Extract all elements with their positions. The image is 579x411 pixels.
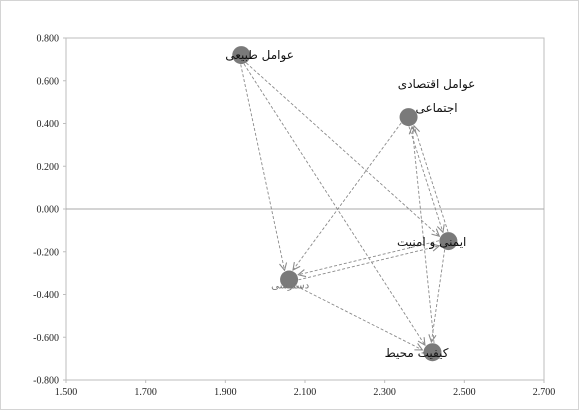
label-access: دسترسی — [271, 281, 309, 292]
point-access — [280, 270, 299, 289]
point-natural — [232, 46, 251, 65]
arrow-safety-to-access — [298, 240, 440, 275]
arrow-environment-to-socioeconomic — [412, 127, 435, 344]
label-natural: عوامل طبیعی — [225, 48, 294, 63]
label-safety: ایمنی و امنیت — [397, 235, 466, 250]
x-tick-label: 2.700 — [533, 387, 556, 398]
label-socioeconomic: عوامل اقتصادی — [398, 77, 476, 92]
y-tick-label: -0.800 — [33, 376, 59, 387]
arrow-access-to-environment — [295, 285, 422, 350]
x-tick-label: 1.500 — [55, 387, 78, 398]
y-tick-label: 0.800 — [37, 34, 60, 45]
point-socioeconomic — [399, 108, 418, 127]
arrow-natural-to-access — [240, 64, 285, 270]
arrow-natural-to-environment — [243, 63, 425, 345]
x-tick-label: 2.100 — [294, 387, 317, 398]
x-tick-label: 1.700 — [134, 387, 157, 398]
label-environment: کیفیت محیط — [385, 346, 449, 360]
y-tick-label: 0.600 — [37, 76, 60, 87]
x-tick-label: 2.300 — [373, 387, 396, 398]
point-environment — [423, 343, 442, 362]
point-safety — [439, 232, 458, 251]
y-tick-label: 0.000 — [37, 205, 60, 216]
x-tick-label: 1.900 — [214, 387, 237, 398]
arrow-safety-to-socioeconomic — [414, 126, 449, 232]
arrow-safety-to-environment — [431, 249, 446, 342]
x-tick-label: 2.500 — [453, 387, 476, 398]
y-tick-label: 0.200 — [37, 162, 60, 173]
y-tick-label: -0.200 — [33, 247, 59, 258]
y-tick-label: -0.400 — [33, 290, 59, 301]
arrow-access-to-safety — [298, 246, 439, 281]
arrow-socioeconomic-to-access — [293, 122, 402, 270]
arrow-socioeconomic-to-safety — [408, 126, 443, 232]
arrow-natural-to-safety — [245, 62, 439, 236]
y-tick-label: -0.600 — [33, 333, 59, 344]
y-tick-label: 0.400 — [37, 119, 60, 130]
label-socioeconomic: اجتماعی — [415, 101, 457, 115]
